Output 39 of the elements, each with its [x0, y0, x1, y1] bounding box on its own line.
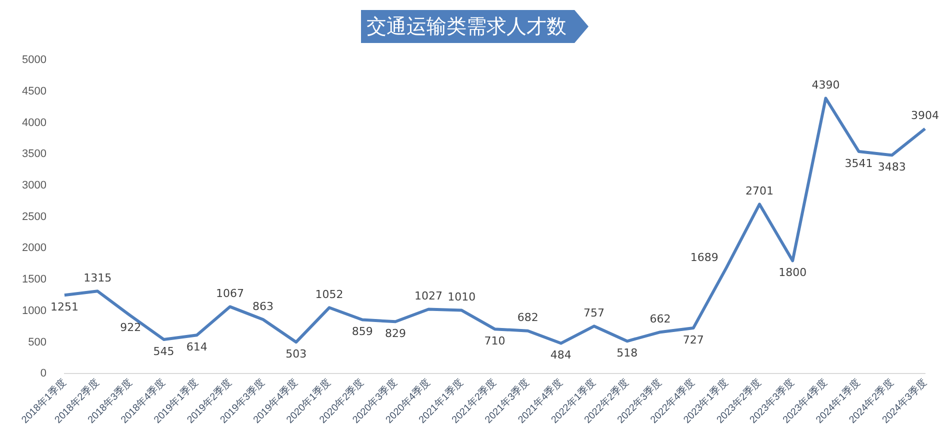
y-tick-label: 3500 [22, 148, 46, 160]
y-tick-label: 0 [40, 368, 46, 380]
data-label: 1052 [315, 288, 344, 302]
data-label: 1315 [84, 272, 112, 285]
data-label: 1010 [448, 290, 476, 304]
data-label: 614 [186, 340, 208, 354]
data-label: 662 [650, 312, 671, 326]
data-label: 3541 [844, 156, 873, 170]
y-tick-label: 1500 [22, 274, 46, 286]
data-label: 710 [484, 334, 506, 348]
data-label: 1689 [690, 251, 718, 264]
data-label: 3483 [878, 160, 906, 174]
data-label: 3904 [911, 109, 939, 122]
data-label: 1027 [414, 290, 443, 303]
data-label: 545 [153, 344, 174, 358]
chart-title: 交通运输类需求人才数 [360, 10, 588, 43]
data-label: 4390 [812, 78, 840, 92]
data-label: 1251 [50, 300, 78, 314]
data-label: 863 [252, 300, 274, 313]
y-tick-label: 2500 [22, 210, 46, 223]
data-label: 503 [286, 347, 307, 360]
data-label: 484 [550, 348, 572, 362]
y-tick-label: 2000 [22, 242, 46, 254]
data-label: 518 [616, 346, 638, 360]
data-label: 859 [352, 325, 373, 338]
y-tick-label: 1000 [22, 304, 46, 317]
data-label: 757 [584, 306, 605, 320]
y-tick-label: 5000 [22, 54, 46, 66]
y-tick-label: 500 [28, 336, 46, 348]
data-label: 1067 [216, 287, 244, 300]
data-label: 922 [120, 321, 142, 334]
y-tick-label: 3000 [22, 179, 46, 192]
data-label: 2701 [746, 184, 774, 198]
data-label: 1800 [778, 266, 807, 280]
data-label: 727 [682, 333, 704, 346]
data-label: 829 [384, 326, 406, 340]
y-tick-label: 4000 [22, 116, 46, 129]
y-tick-label: 4500 [22, 85, 46, 98]
data-label: 682 [517, 311, 538, 324]
